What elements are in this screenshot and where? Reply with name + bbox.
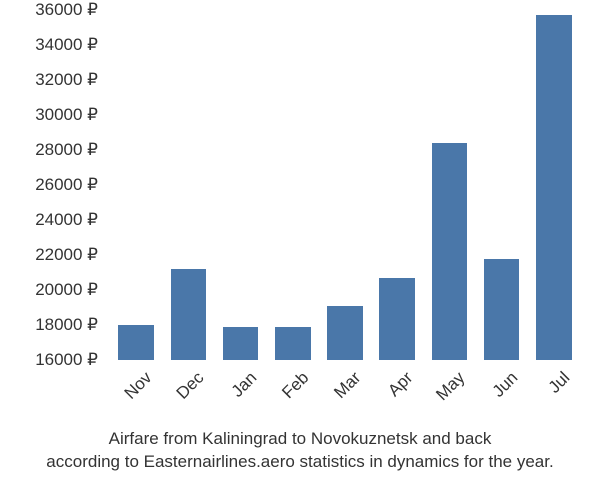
y-tick-label: 28000 ₽ xyxy=(0,140,98,160)
bar xyxy=(118,325,154,360)
y-tick-label: 34000 ₽ xyxy=(0,35,98,55)
y-tick-label: 22000 ₽ xyxy=(0,245,98,265)
bar xyxy=(484,259,520,361)
y-tick-label: 20000 ₽ xyxy=(0,280,98,300)
bar xyxy=(223,327,259,360)
bar xyxy=(432,143,468,360)
bar xyxy=(275,327,311,360)
y-tick-label: 18000 ₽ xyxy=(0,315,98,335)
y-tick-label: 36000 ₽ xyxy=(0,0,98,20)
y-tick-label: 32000 ₽ xyxy=(0,70,98,90)
y-tick-label: 26000 ₽ xyxy=(0,175,98,195)
airfare-bar-chart: 16000 ₽ 18000 ₽ 20000 ₽ 22000 ₽ 24000 ₽ 26000… xyxy=(0,0,600,500)
bar xyxy=(536,15,572,360)
bar xyxy=(171,269,207,360)
caption-line-2: according to Easternairlines.aero statis… xyxy=(46,452,553,471)
bar xyxy=(379,278,415,360)
chart-caption: Airfare from Kaliningrad to Novokuznetsk… xyxy=(0,428,600,474)
y-tick-label: 24000 ₽ xyxy=(0,210,98,230)
y-tick-label: 16000 ₽ xyxy=(0,350,98,370)
bar xyxy=(327,306,363,360)
y-tick-label: 30000 ₽ xyxy=(0,105,98,125)
caption-line-1: Airfare from Kaliningrad to Novokuznetsk… xyxy=(109,429,492,448)
